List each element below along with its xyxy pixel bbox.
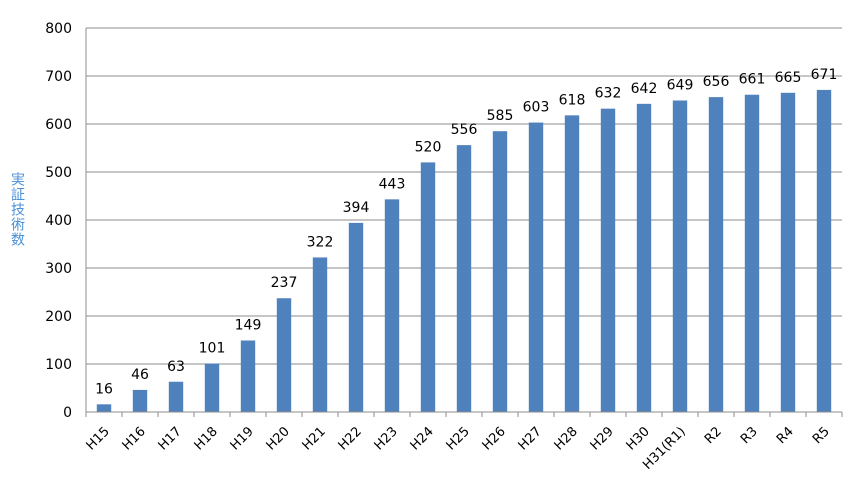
data-label: 322 [307, 234, 334, 250]
y-tick-label: 500 [45, 165, 72, 181]
x-tick-label: H19 [228, 424, 257, 453]
x-tick-label: R3 [738, 424, 761, 447]
x-tick-label: H26 [480, 424, 509, 453]
x-tick-label: H15 [84, 424, 113, 453]
data-label: 665 [775, 70, 802, 86]
data-label: 649 [667, 77, 694, 93]
x-tick-label: H21 [300, 424, 329, 453]
data-label: 237 [271, 275, 298, 291]
bar [636, 103, 652, 412]
y-tick-label: 800 [45, 21, 72, 37]
bar [204, 363, 220, 412]
y-tick-label: 600 [45, 117, 72, 133]
y-tick-label: 100 [45, 357, 72, 373]
x-tick-label: H16 [120, 424, 149, 453]
bar [168, 381, 184, 412]
bar [456, 145, 472, 412]
bar [744, 94, 760, 412]
y-tick-label: 700 [45, 69, 72, 85]
data-label: 149 [235, 317, 262, 333]
data-label: 603 [523, 100, 550, 116]
bar [600, 108, 616, 412]
x-tick-label: H30 [624, 424, 653, 453]
x-tick-label: H23 [372, 424, 401, 453]
y-tick-label: 200 [45, 309, 72, 325]
data-label: 63 [167, 359, 185, 375]
data-label: 632 [595, 86, 622, 102]
x-tick-label: H22 [336, 424, 365, 453]
data-label: 394 [343, 200, 370, 216]
bars-layer [96, 89, 832, 413]
x-tick-label: R5 [810, 424, 833, 447]
data-label: 618 [559, 92, 586, 108]
data-label: 556 [451, 122, 478, 138]
x-tick-label: H28 [552, 424, 581, 453]
x-tick-label: H29 [588, 424, 617, 453]
data-label: 46 [131, 367, 149, 383]
bar [708, 97, 724, 413]
bar [312, 257, 328, 412]
x-tick-label: H25 [444, 424, 473, 453]
x-tick-label: R2 [702, 424, 725, 447]
x-tick-label: R4 [774, 424, 797, 447]
bar [348, 222, 364, 412]
bar [780, 92, 796, 413]
bar [492, 131, 508, 412]
y-axis-label: 実証技術数 [9, 172, 25, 247]
data-label: 585 [487, 108, 514, 124]
y-tick-label: 400 [45, 213, 72, 229]
bar [132, 389, 148, 412]
bar [528, 122, 544, 412]
data-label: 101 [199, 341, 226, 357]
data-label: 656 [703, 74, 730, 90]
data-label: 671 [811, 67, 838, 83]
bar [420, 162, 436, 412]
data-label: 642 [631, 81, 658, 97]
axis-layer [85, 28, 843, 417]
x-tick-label: H24 [408, 424, 437, 453]
bar [240, 340, 256, 412]
data-label: 661 [739, 72, 766, 88]
x-tick-label: H27 [516, 424, 545, 453]
bar [816, 89, 832, 413]
x-tick-label: H20 [264, 424, 293, 453]
y-tick-label: 300 [45, 261, 72, 277]
data-label: 520 [415, 139, 442, 155]
data-label: 443 [379, 176, 406, 192]
bar [672, 100, 688, 412]
bar [96, 404, 112, 412]
y-tick-label: 0 [63, 405, 72, 421]
bar [384, 199, 400, 412]
bar [276, 298, 292, 412]
x-tick-label: H17 [156, 424, 185, 453]
x-tick-label: H18 [192, 424, 221, 453]
data-label: 16 [95, 381, 113, 397]
bar [564, 115, 580, 413]
